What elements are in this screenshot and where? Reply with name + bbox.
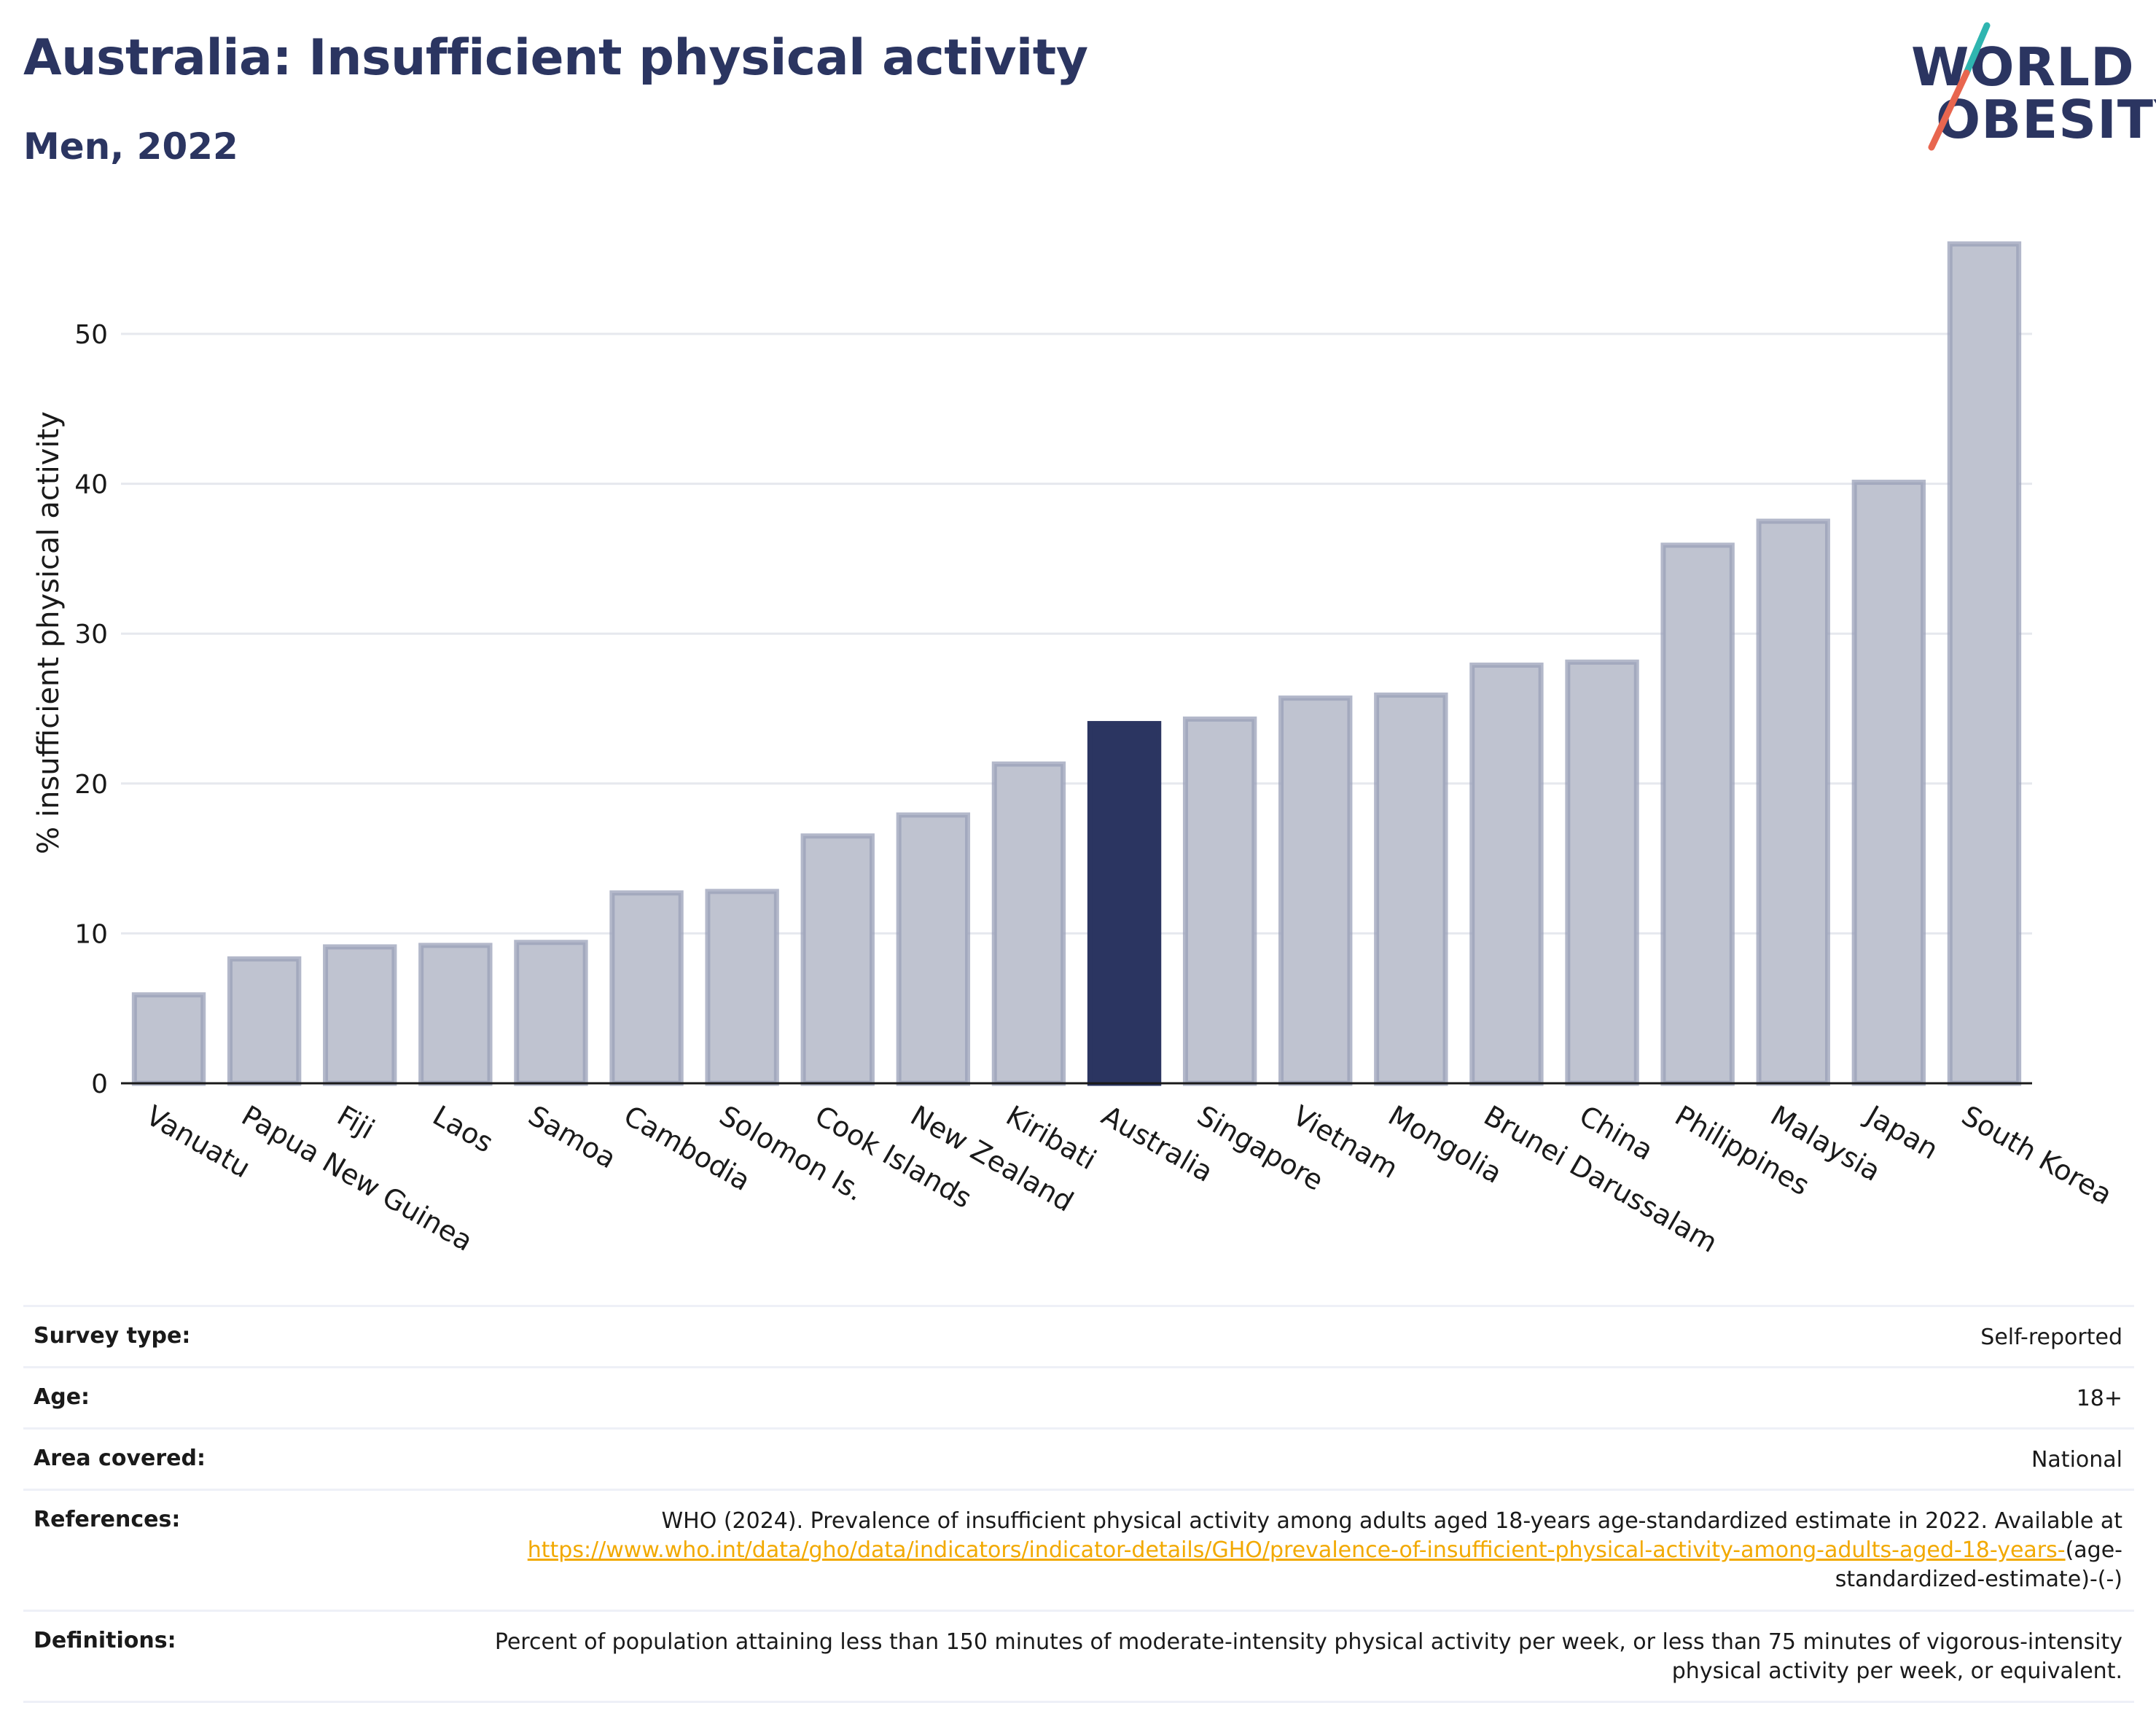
y-tick-label: 20	[74, 770, 108, 800]
references-label: References:	[34, 1507, 181, 1532]
definitions-value: Percent of population attaining less tha…	[494, 1629, 2122, 1684]
bar-singapore	[1182, 716, 1257, 1086]
y-tick-label: 50	[74, 320, 108, 350]
meta-row-survey-type: Survey type: Self-reported	[23, 1305, 2134, 1366]
y-tick-label: 10	[74, 919, 108, 949]
x-tick-label: Fiji	[332, 1099, 380, 1145]
x-tick-label: Vanuatu	[141, 1099, 256, 1184]
area-value: National	[2031, 1447, 2122, 1473]
bar-kiribati	[991, 761, 1066, 1086]
logo-word-obesity: OBESITY	[1936, 89, 2156, 150]
logo-word-world: WORLD	[1911, 36, 2135, 98]
world-obesity-logo: WORLD OBESITY	[1902, 22, 2156, 153]
survey-type-label: Survey type:	[34, 1323, 191, 1349]
references-value: WHO (2024). Prevalence of insufficient p…	[446, 1507, 2134, 1594]
bar-japan	[1851, 480, 1926, 1086]
bars	[131, 241, 2022, 1086]
y-axis-ticks: 0 10 20 30 40 50	[74, 320, 108, 1099]
bar-philippines	[1660, 542, 1735, 1086]
y-tick-label: 30	[74, 620, 108, 650]
references-text-after: (age-standardized-estimate)-(-)	[1835, 1537, 2122, 1592]
y-tick-label: 0	[91, 1069, 108, 1099]
bar-laos	[418, 943, 493, 1086]
meta-row-definitions: Definitions: Percent of population attai…	[23, 1610, 2134, 1703]
y-tick-label: 40	[74, 470, 108, 500]
bar-brunei-darussalam	[1469, 662, 1544, 1086]
bar-new-zealand	[896, 812, 971, 1086]
bar-vietnam	[1278, 695, 1353, 1086]
bar-mongolia	[1374, 692, 1448, 1086]
bar-china	[1565, 659, 1639, 1086]
definitions-label: Definitions:	[34, 1628, 176, 1653]
metadata-table: Survey type: Self-reported Age: 18+ Area…	[23, 1305, 2134, 1703]
bar-vanuatu	[131, 992, 206, 1086]
bar-samoa	[514, 940, 588, 1086]
grid-lines	[121, 332, 2032, 935]
x-tick-label: New Zealand	[905, 1099, 1079, 1218]
bar-malaysia	[1756, 518, 1830, 1086]
area-label: Area covered:	[34, 1446, 206, 1471]
bar-fiji	[323, 944, 397, 1086]
chart-title: Australia: Insufficient physical activit…	[23, 29, 1088, 87]
bar-cook-islands	[800, 833, 875, 1086]
meta-row-age: Age: 18+	[23, 1366, 2134, 1427]
x-tick-label: Laos	[427, 1099, 499, 1159]
references-text: WHO (2024). Prevalence of insufficient p…	[661, 1508, 2122, 1534]
survey-type-value: Self-reported	[1980, 1325, 2122, 1350]
age-value: 18+	[2076, 1386, 2122, 1411]
y-axis-title: % insufficient physical activity	[32, 411, 66, 854]
bar-cambodia	[609, 890, 684, 1086]
references-link[interactable]: https://www.who.int/data/gho/data/indica…	[527, 1537, 2066, 1563]
x-tick-label: Samoa	[523, 1099, 621, 1175]
logo-slash-icon	[1928, 22, 1991, 151]
bar-south-korea	[1947, 241, 2022, 1086]
bar-solomon-is-	[705, 889, 779, 1086]
chart-subtitle: Men, 2022	[23, 125, 238, 168]
meta-row-area: Area covered: National	[23, 1427, 2134, 1489]
meta-row-references: References: WHO (2024). Prevalence of in…	[23, 1489, 2134, 1610]
bar-australia	[1087, 721, 1162, 1086]
bar-papua-new-guinea	[227, 956, 302, 1086]
x-tick-label: South Korea	[1956, 1099, 2117, 1211]
age-label: Age:	[34, 1384, 90, 1410]
